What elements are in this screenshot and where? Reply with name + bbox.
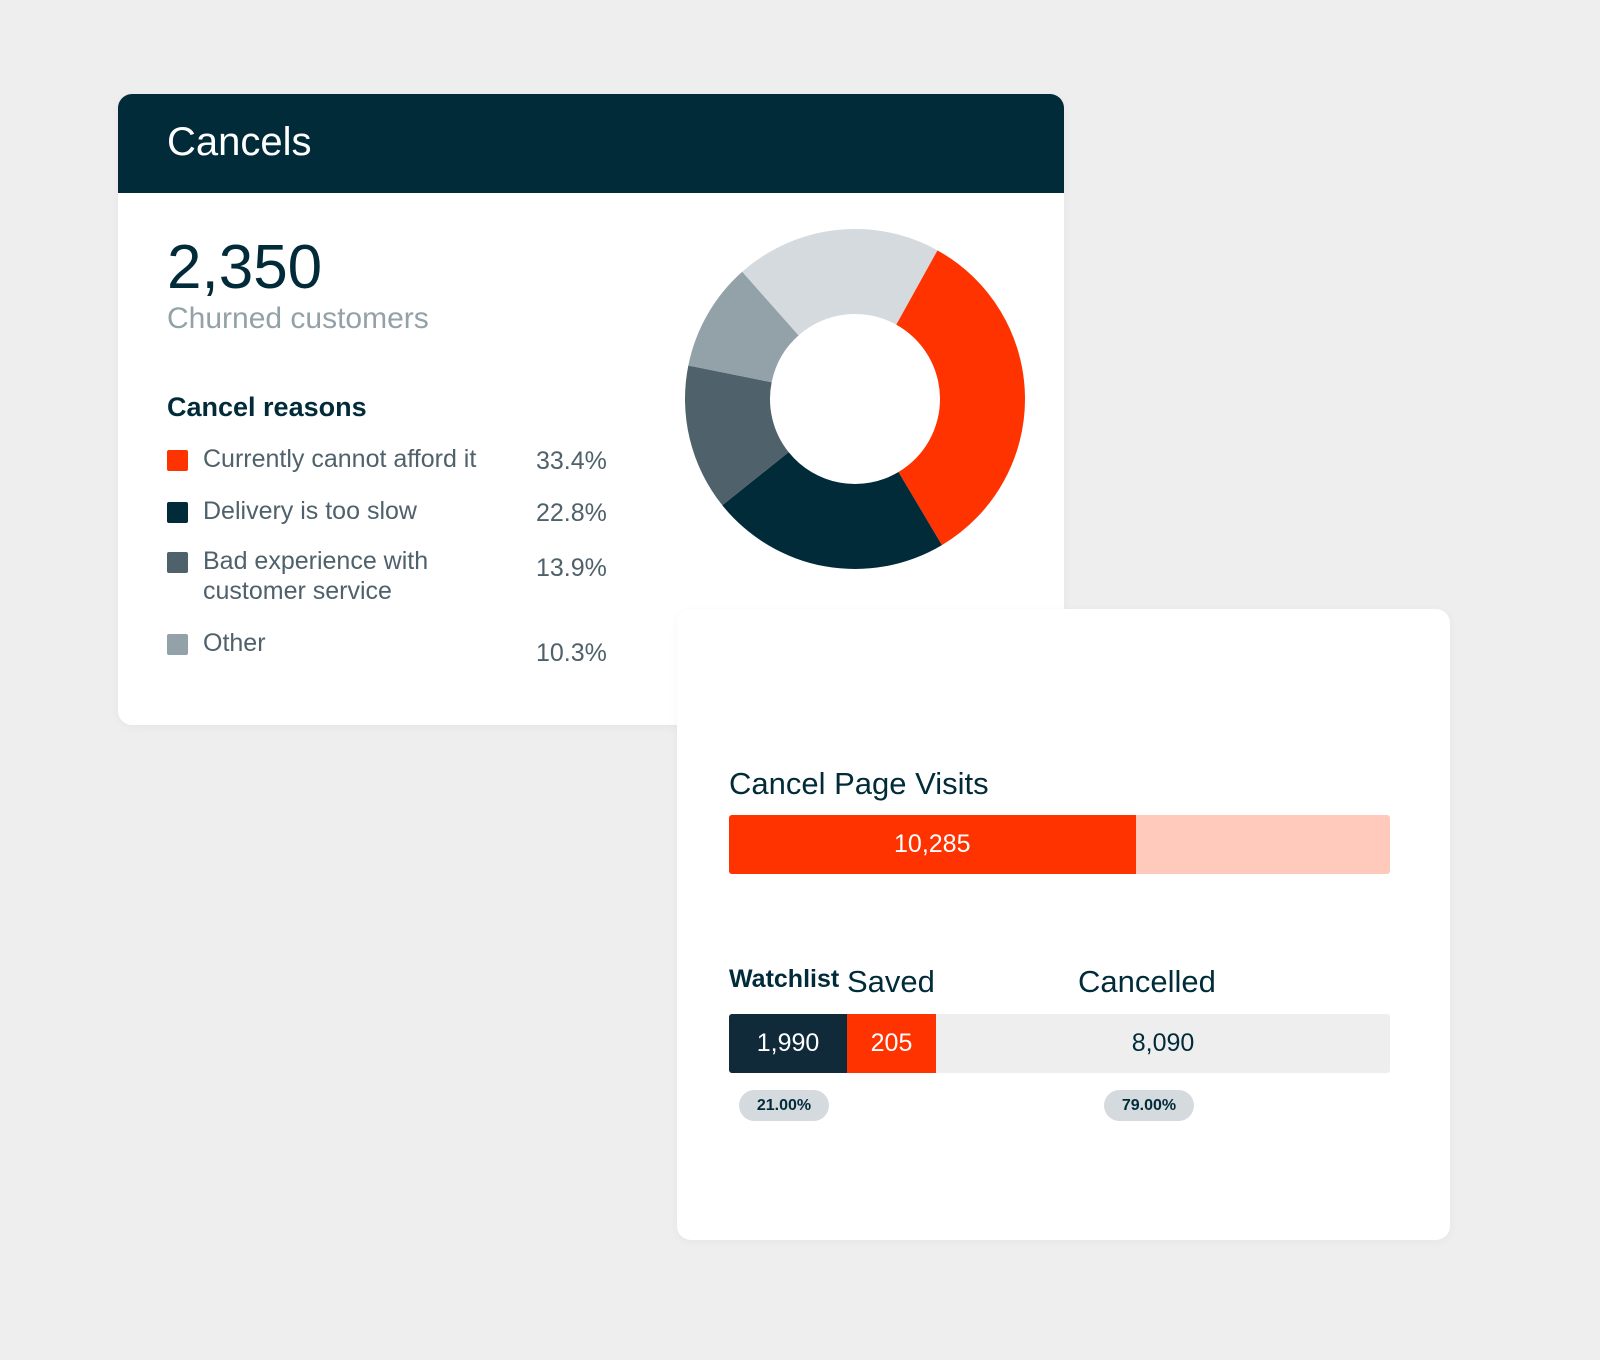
saved-segment: 205 (847, 1014, 936, 1073)
legend-swatch (167, 552, 188, 573)
legend-swatch (167, 502, 188, 523)
legend-percent: 13.9% (536, 554, 607, 582)
cancelled-percent-badge: 79.00% (1104, 1090, 1194, 1121)
cancelled-label: Cancelled (1078, 964, 1216, 999)
watchlist-segment: 1,990 (729, 1014, 847, 1073)
saved-percent-badge: 21.00% (739, 1090, 829, 1121)
legend-label: Delivery is too slow (203, 497, 417, 525)
churned-count: 2,350 (167, 233, 323, 302)
legend-label: Other (203, 629, 266, 657)
visits-title: Cancel Page Visits (729, 766, 989, 801)
donut-slice (742, 229, 938, 336)
donut-slice (722, 452, 942, 569)
reasons-title: Cancel reasons (167, 392, 367, 422)
card-title: Cancels (118, 94, 1064, 193)
saved-label: Saved (847, 964, 935, 999)
watchlist-label: Watchlist (729, 965, 840, 993)
outcome-bar: 1,990 205 8,090 (729, 1014, 1390, 1073)
legend-swatch (167, 634, 188, 655)
donut-slice (685, 365, 789, 506)
cancel-page-visits-card: Cancel Page Visits 10,285 Watchlist Save… (677, 609, 1450, 1240)
visits-bar: 10,285 (729, 815, 1390, 874)
legend-label: Bad experience with customer service (203, 547, 429, 605)
donut-chart (685, 229, 1025, 569)
donut-slice (896, 250, 1025, 546)
cancelled-segment: 8,090 (1131, 1029, 1195, 1057)
legend-swatch (167, 450, 188, 471)
visits-bar-fill: 10,285 (729, 815, 1136, 874)
legend-percent: 10.3% (536, 639, 607, 667)
churned-label: Churned customers (167, 302, 429, 335)
donut-slice (688, 271, 799, 383)
legend-percent: 22.8% (536, 499, 607, 527)
cancels-card: Cancels 2,350 Churned customers Cancel r… (118, 94, 1064, 725)
legend-percent: 33.4% (536, 447, 607, 475)
legend-label: Currently cannot afford it (203, 445, 477, 473)
